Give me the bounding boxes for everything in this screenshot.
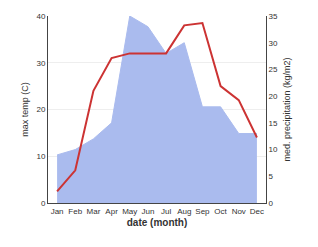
svg-text:40: 40 (36, 12, 45, 21)
svg-text:35: 35 (269, 12, 278, 21)
svg-text:Apr: Apr (105, 207, 118, 216)
svg-text:May: May (122, 207, 137, 216)
svg-text:10: 10 (36, 152, 45, 161)
svg-text:25: 25 (269, 65, 278, 74)
svg-text:30: 30 (269, 39, 278, 48)
svg-text:30: 30 (36, 59, 45, 68)
svg-text:Dec: Dec (250, 207, 264, 216)
svg-text:Mar: Mar (87, 207, 101, 216)
svg-text:Nov: Nov (232, 207, 246, 216)
svg-text:Oct: Oct (214, 207, 227, 216)
svg-text:Sep: Sep (195, 207, 210, 216)
svg-text:0: 0 (269, 199, 274, 208)
svg-text:0: 0 (41, 199, 46, 208)
svg-text:15: 15 (269, 119, 278, 128)
svg-text:5: 5 (269, 172, 274, 181)
svg-text:Jul: Jul (161, 207, 171, 216)
svg-text:Jun: Jun (141, 207, 154, 216)
svg-text:20: 20 (269, 92, 278, 101)
svg-text:20: 20 (36, 105, 45, 114)
svg-text:date (month): date (month) (127, 217, 188, 228)
svg-text:Aug: Aug (177, 207, 191, 216)
svg-text:Feb: Feb (68, 207, 82, 216)
svg-text:10: 10 (269, 145, 278, 154)
svg-text:max temp (C): max temp (C) (20, 82, 30, 137)
svg-text:Jan: Jan (51, 207, 64, 216)
svg-text:med. precipitation (kg/m2): med. precipitation (kg/m2) (282, 57, 292, 161)
